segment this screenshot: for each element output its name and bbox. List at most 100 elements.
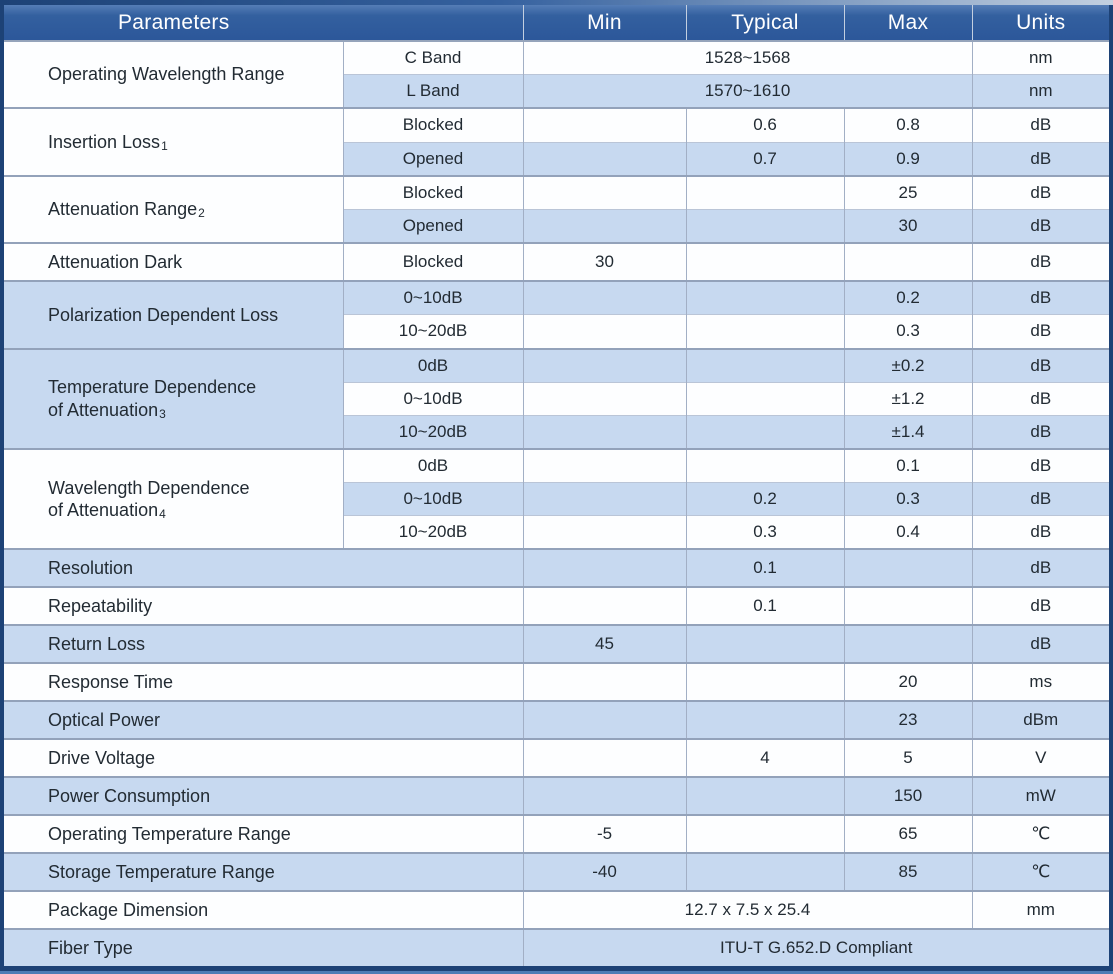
sub-param-cell: 0~10dB	[342, 280, 524, 315]
table-row: Opened 30 dB	[4, 208, 1109, 244]
sub-param-cell: Blocked	[342, 107, 524, 143]
min-cell	[522, 280, 687, 315]
units-cell: dB	[971, 515, 1109, 550]
typical-cell: 4	[685, 738, 845, 778]
units-cell: dB	[971, 174, 1109, 210]
units-cell: dB	[971, 586, 1109, 626]
column-header-min: Min	[522, 5, 687, 42]
units-cell: dB	[971, 414, 1109, 449]
typical-cell	[685, 852, 845, 892]
max-cell: 0.1	[843, 447, 973, 483]
sub-param-cell: L Band	[342, 74, 524, 109]
min-cell	[522, 482, 687, 516]
table-row: 10~20dB ±1.4 dB	[4, 414, 1109, 449]
min-cell	[522, 141, 687, 176]
max-cell: 0.3	[843, 482, 973, 516]
footnote-marker: 4	[159, 507, 166, 522]
sub-param-cell: 0dB	[342, 347, 524, 383]
units-cell: dB	[971, 242, 1109, 282]
units-cell: dB	[971, 624, 1109, 664]
units-cell: dB	[971, 548, 1109, 588]
param-cell: Fiber Type	[4, 928, 524, 966]
max-cell: ±1.2	[843, 381, 973, 416]
min-cell	[522, 208, 687, 244]
table-row: Package Dimension 12.7 x 7.5 x 25.4 mm	[4, 890, 1109, 930]
param-cell: Resolution	[4, 548, 524, 588]
typical-cell	[685, 814, 845, 854]
min-cell	[522, 381, 687, 416]
param-cell: Polarization Dependent Loss	[4, 280, 343, 349]
max-cell: ±1.4	[843, 414, 973, 449]
max-cell	[843, 624, 973, 664]
min-cell	[522, 515, 687, 550]
table-row: Response Time 20 ms	[4, 662, 1109, 702]
typical-cell: 0.2	[685, 482, 845, 516]
typical-cell	[685, 208, 845, 244]
table-row: Insertion Loss1 Blocked 0.6 0.8 dB	[4, 107, 1109, 176]
param-cell: Wavelength Dependence of Attenuation4	[4, 447, 343, 550]
units-cell: dB	[971, 141, 1109, 176]
typical-cell	[685, 174, 845, 210]
typical-cell: 0.3	[685, 515, 845, 550]
min-cell: 45	[522, 624, 687, 664]
typical-cell	[685, 624, 845, 664]
table-row: Attenuation Range2 Blocked 25 dB	[4, 174, 1109, 244]
units-cell: dB	[971, 482, 1109, 516]
sub-param-cell: Blocked	[342, 242, 524, 282]
units-cell: nm	[971, 74, 1109, 109]
sub-param-cell: 10~20dB	[342, 414, 524, 449]
sub-param-cell: Opened	[342, 208, 524, 244]
sub-param-cell: Opened	[342, 141, 524, 176]
typical-cell	[685, 700, 845, 740]
param-cell: Attenuation Range2	[4, 174, 343, 244]
min-cell	[522, 548, 687, 588]
max-cell	[843, 242, 973, 282]
table-row: Optical Power 23 dBm	[4, 700, 1109, 740]
param-cell: Repeatability	[4, 586, 524, 626]
max-cell: 0.8	[843, 107, 973, 143]
table-row: 0~10dB 0.2 0.3 dB	[4, 482, 1109, 516]
param-cell: Optical Power	[4, 700, 524, 740]
sub-param-cell: Blocked	[342, 174, 524, 210]
param-cell: Power Consumption	[4, 776, 524, 816]
min-cell: -5	[522, 814, 687, 854]
table-row: Attenuation Dark Blocked 30 dB	[4, 242, 1109, 282]
typical-cell	[685, 280, 845, 315]
typical-cell	[685, 662, 845, 702]
units-cell: dB	[971, 208, 1109, 244]
param-cell: Insertion Loss1	[4, 107, 343, 176]
typical-cell	[685, 381, 845, 416]
typical-cell	[685, 776, 845, 816]
table-row: Polarization Dependent Loss 0~10dB 0.2 d…	[4, 280, 1109, 349]
sub-param-cell: 0~10dB	[342, 381, 524, 416]
table-row: Repeatability 0.1 dB	[4, 586, 1109, 626]
column-header-typical: Typical	[685, 5, 845, 42]
param-label: Insertion Loss	[48, 131, 161, 152]
max-cell: 25	[843, 174, 973, 210]
param-cell: Return Loss	[4, 624, 524, 664]
param-cell: Attenuation Dark	[4, 242, 343, 282]
max-cell: 20	[843, 662, 973, 702]
min-cell	[522, 738, 687, 778]
column-header-parameters: Parameters	[4, 5, 524, 42]
units-cell: dB	[971, 347, 1109, 383]
table-row: Fiber Type ITU-T G.652.D Compliant	[4, 928, 1109, 966]
units-cell: nm	[971, 40, 1109, 75]
param-cell: Package Dimension	[4, 890, 524, 930]
param-label: Attenuation Range	[48, 199, 198, 220]
units-cell: dBm	[971, 700, 1109, 740]
units-cell: ℃	[971, 852, 1109, 892]
footnote-marker: 2	[198, 206, 205, 221]
min-cell	[522, 174, 687, 210]
footnote-marker: 3	[159, 406, 166, 421]
min-cell	[522, 314, 687, 349]
min-cell	[522, 447, 687, 483]
max-cell: ±0.2	[843, 347, 973, 383]
max-cell: 23	[843, 700, 973, 740]
min-cell	[522, 586, 687, 626]
units-cell: dB	[971, 107, 1109, 143]
table-row: Return Loss 45 dB	[4, 624, 1109, 664]
typical-cell	[685, 347, 845, 383]
param-cell: Operating Wavelength Range	[4, 40, 343, 109]
max-cell: 5	[843, 738, 973, 778]
